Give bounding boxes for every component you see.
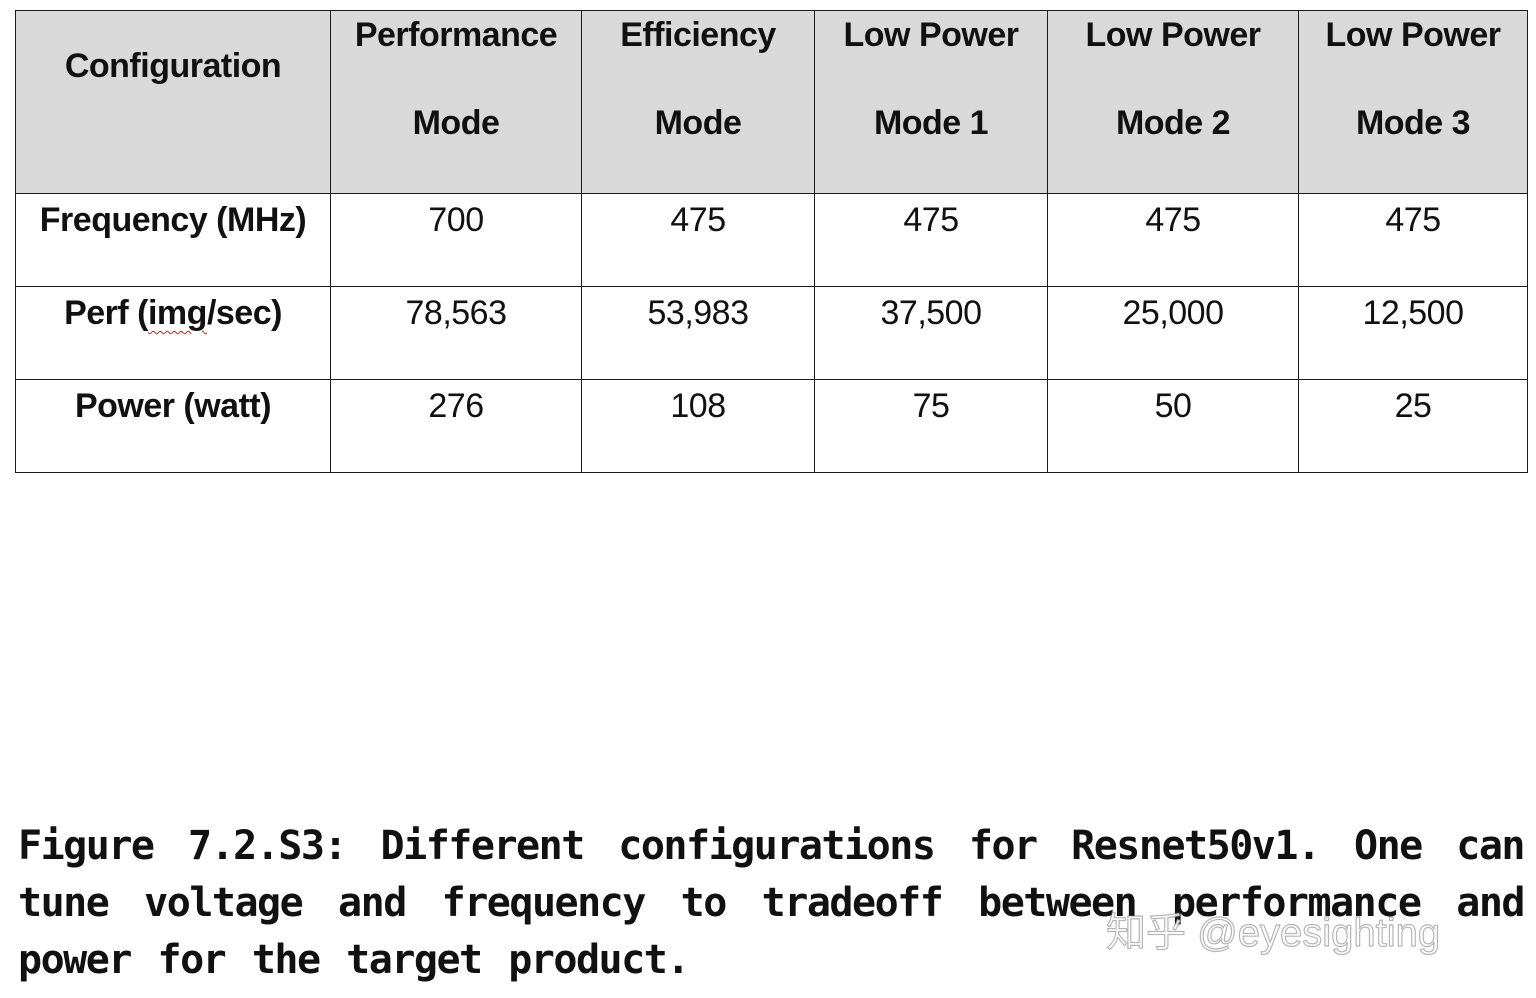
table-row-power: Power (watt) 276 108 75 50 25 (15, 379, 1528, 473)
header-line2: Mode 2 (1115, 104, 1231, 142)
table-cell: 25 (1298, 379, 1528, 473)
table-cell: 475 (814, 193, 1048, 287)
header-performance-mode: Performance Mode (330, 10, 582, 194)
table-cell: 475 (1047, 193, 1299, 287)
row-label-perf-post: /sec) (206, 294, 283, 332)
table-cell: 75 (814, 379, 1048, 473)
header-line2: Mode 1 (873, 104, 989, 142)
table-cell: 78,563 (330, 286, 582, 380)
row-label-perf: Perf (img/sec) (15, 286, 331, 380)
header-line2: Mode (654, 104, 742, 142)
header-line2: Mode 3 (1355, 104, 1471, 142)
header-line1: Efficiency (620, 16, 776, 54)
header-efficiency-mode: Efficiency Mode (581, 10, 815, 194)
header-low-power-mode-3: Low Power Mode 3 (1298, 10, 1528, 194)
spellcheck-word: img (147, 294, 207, 332)
header-configuration-label: Configuration (64, 47, 282, 85)
table-row-frequency: Frequency (MHz) 700 475 475 475 475 (15, 193, 1528, 287)
row-label-frequency: Frequency (MHz) (15, 193, 331, 287)
table-cell: 37,500 (814, 286, 1048, 380)
configuration-table: Configuration Performance Mode Efficienc… (15, 10, 1528, 473)
table-cell: 700 (330, 193, 582, 287)
row-label-power: Power (watt) (15, 379, 331, 473)
configuration-table-container: Configuration Performance Mode Efficienc… (15, 10, 1528, 473)
header-low-power-mode-2: Low Power Mode 2 (1047, 10, 1299, 194)
table-cell: 53,983 (581, 286, 815, 380)
table-cell: 25,000 (1047, 286, 1299, 380)
table-cell: 475 (1298, 193, 1528, 287)
table-header-row: Configuration Performance Mode Efficienc… (15, 10, 1528, 194)
table-cell: 12,500 (1298, 286, 1528, 380)
table-cell: 475 (581, 193, 815, 287)
header-line1: Low Power (1085, 16, 1261, 54)
header-line1: Performance (354, 16, 558, 54)
figure-caption: Figure 7.2.S3: Different configurations … (18, 823, 1526, 983)
header-configuration: Configuration (15, 10, 331, 194)
header-line1: Low Power (843, 16, 1019, 54)
table-cell: 50 (1047, 379, 1299, 473)
header-low-power-mode-1: Low Power Mode 1 (814, 10, 1048, 194)
table-cell: 108 (581, 379, 815, 473)
table-row-perf: Perf (img/sec) 78,563 53,983 37,500 25,0… (15, 286, 1528, 380)
header-line2: Mode (412, 104, 500, 142)
row-label-perf-pre: Perf ( (64, 294, 148, 332)
header-line1: Low Power (1325, 16, 1501, 54)
table-cell: 276 (330, 379, 582, 473)
